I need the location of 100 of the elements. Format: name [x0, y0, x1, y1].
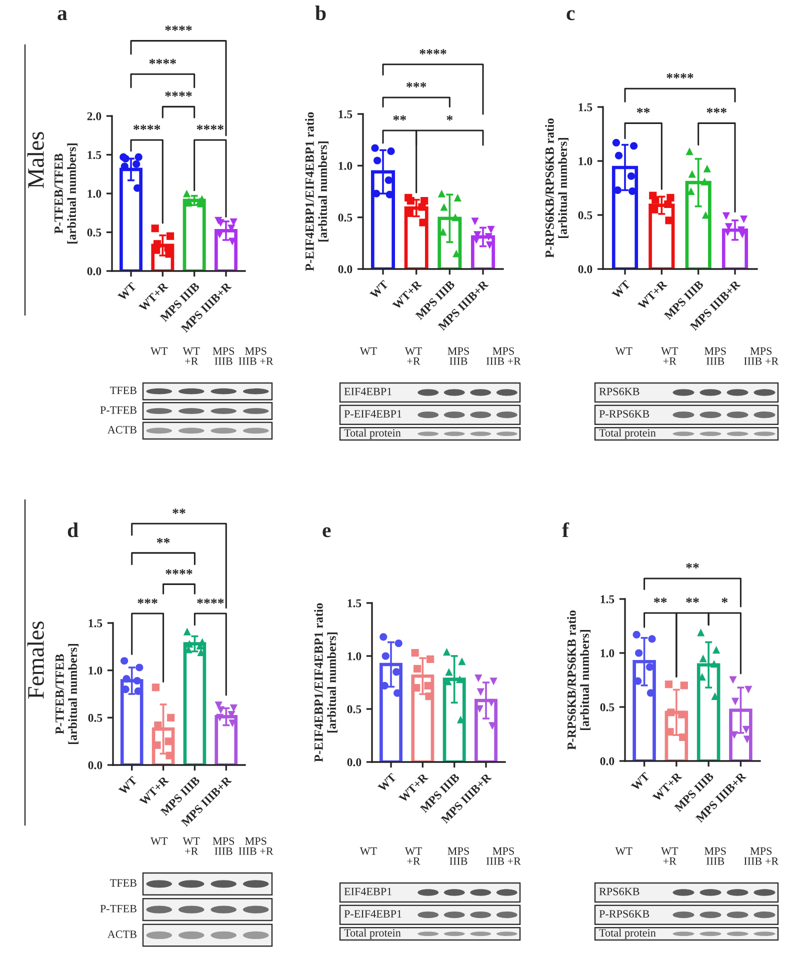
category-label: WT: [360, 347, 377, 355]
y-tick-label: 0.5: [347, 705, 362, 714]
y-axis-title: P-EIF4EBP1/EIF4EBP1 ratio [arbitual numbers]: [314, 603, 338, 762]
y-tick-label: 0.0: [600, 757, 614, 766]
text: **: [172, 508, 186, 514]
category-label: ACTB: [107, 930, 136, 938]
y-tick-label: 1.0: [88, 190, 102, 198]
y-axis-title: P-RPS6KB/RPS6KB ratio [arbitual numbers]: [567, 610, 591, 750]
category-label: WT: [360, 847, 377, 855]
category-label: EIF4EBP1: [344, 888, 392, 896]
text: ***: [406, 82, 426, 88]
x-tick-label: WT: [612, 280, 631, 300]
chart-title: a: [58, 10, 68, 20]
category-label: MPS IIIB: [704, 347, 726, 365]
category-label: MPS IIIB +R: [744, 347, 779, 365]
annotation: **: [393, 115, 406, 121]
text: ****: [165, 26, 192, 31]
category-label: MPS IIIB: [448, 347, 469, 365]
category-label: WT +R: [404, 347, 422, 365]
y-tick-label: 0.5: [87, 228, 102, 237]
text: Females: [27, 622, 44, 699]
category-label: WT +R: [404, 847, 422, 865]
category-label: MPS IIIB: [704, 847, 726, 865]
annotation: ***: [706, 108, 727, 114]
chart-title: c: [566, 10, 575, 20]
annotation: ****: [134, 124, 160, 130]
y-tick-label: 1.5: [338, 110, 352, 118]
y-axis-title: P-TFEB/TFEB [arbitual numbers]: [54, 144, 78, 244]
chart-title: d: [68, 522, 78, 538]
y-tick-label: 1.0: [578, 157, 592, 166]
category-label: WT +R: [661, 347, 678, 365]
category-label: MPS IIIB +R: [486, 347, 521, 365]
text: ****: [165, 91, 192, 97]
x-tick-label: WT: [370, 280, 389, 300]
category-label: RPS6KB: [599, 388, 640, 396]
category-label: WT +R: [182, 347, 200, 365]
category-label: Total protein: [599, 928, 656, 939]
category-label: P-TFEB: [100, 904, 136, 912]
chart-title: e: [322, 527, 331, 538]
y-tick-label: 0.0: [87, 267, 102, 276]
category-label: MPS IIIB +R: [238, 347, 274, 365]
y-tick-label: 1.5: [88, 619, 102, 628]
category-label: MPS IIIB +R: [238, 837, 274, 855]
x-tick-label: WT: [118, 776, 138, 796]
category-label: EIF4EBP1: [344, 388, 392, 396]
category-label: P-RPS6KB: [599, 410, 650, 418]
annotation: ****: [196, 124, 224, 130]
annotation: **: [686, 598, 699, 603]
y-tick-label: 1.0: [88, 666, 102, 675]
category-label: TFEB: [110, 879, 136, 887]
category-label: WT +R: [661, 847, 678, 865]
text: ****: [420, 49, 446, 54]
category-label: TFEB: [110, 386, 136, 394]
annotation: *: [722, 598, 728, 603]
y-axis-title: P-EIF4EBP1/EIF4EBP1 ratio [arbitual numbers]: [305, 112, 329, 271]
y-axis-title: P-RPS6KB/RPS6KB ratio [arbitual numbers]: [545, 118, 569, 258]
category-label: RPS6KB: [599, 888, 640, 896]
x-tick-label: WT: [378, 772, 397, 792]
y-tick-label: 1.0: [600, 649, 614, 658]
text: **: [686, 563, 699, 568]
text: ****: [166, 569, 192, 574]
x-tick-label: WT: [118, 282, 137, 302]
y-tick-label: 0.5: [88, 714, 102, 722]
category-label: MPS IIIB +R: [486, 847, 521, 865]
category-label: WT: [615, 347, 632, 355]
category-label: WT: [615, 847, 632, 855]
category-label: P-RPS6KB: [599, 910, 650, 918]
text: ***: [138, 598, 158, 604]
category-label: Total protein: [599, 428, 656, 439]
category-label: MPS IIIB +R: [744, 847, 779, 865]
y-tick-label: 0.0: [347, 758, 362, 766]
y-tick-label: 0.5: [600, 703, 614, 712]
annotation: **: [654, 598, 667, 603]
y-tick-label: 0.5: [578, 211, 592, 220]
category-label: Total protein: [344, 928, 401, 939]
category-label: ACTB: [107, 426, 136, 434]
category-label: P-EIF4EBP1: [344, 910, 402, 918]
y-tick-label: 1.5: [348, 599, 362, 608]
y-tick-label: 1.5: [88, 151, 102, 160]
text: ****: [149, 58, 176, 64]
category-label: MPS IIIB: [212, 347, 234, 365]
y-tick-label: 1.5: [600, 595, 614, 604]
category-label: P-EIF4EBP1: [344, 410, 402, 418]
y-tick-label: 1.5: [578, 103, 592, 112]
category-label: WT +R: [182, 837, 200, 855]
y-tick-label: 0.0: [578, 265, 592, 274]
category-label: MPS IIIB: [448, 847, 469, 865]
text: **: [156, 538, 170, 544]
category-label: WT: [150, 837, 168, 845]
y-tick-label: 1.0: [348, 652, 362, 660]
x-tick-label: WT: [630, 772, 650, 792]
category-label: Total protein: [344, 428, 401, 439]
category-label: WT: [150, 347, 168, 355]
category-label: P-TFEB: [100, 406, 136, 414]
y-tick-label: 0.0: [338, 265, 352, 274]
annotation: **: [636, 108, 650, 114]
y-tick-label: 0.0: [88, 761, 102, 770]
annotation: *: [446, 115, 453, 121]
y-axis-title: P-TFEB/TFEB [arbitual numbers]: [56, 644, 79, 744]
text: Males: [27, 132, 44, 188]
